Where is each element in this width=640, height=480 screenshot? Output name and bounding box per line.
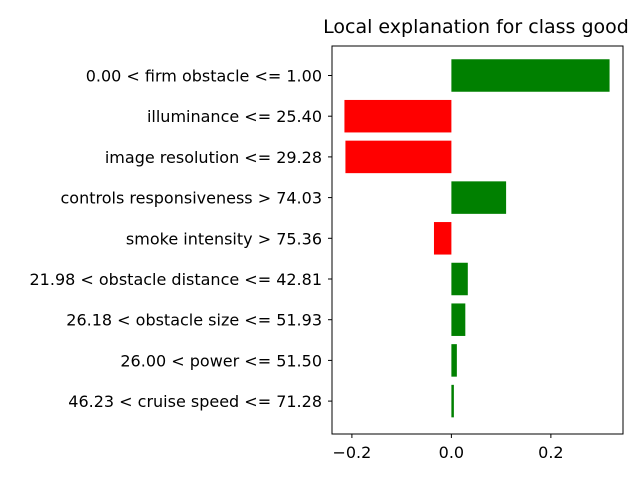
bar-5 <box>433 222 452 255</box>
y-tick-label: 21.98 < obstacle distance <= 42.81 <box>30 270 323 289</box>
bar-9 <box>451 384 454 418</box>
y-tick-label: 26.18 < obstacle size <= 51.93 <box>66 311 322 330</box>
y-tick-label: smoke intensity > 75.36 <box>126 229 322 248</box>
x-ticks: −0.2 0.0 0.2 <box>332 434 564 462</box>
bars-group <box>344 59 610 418</box>
chart-title: Local explanation for class good <box>323 16 629 38</box>
bar-4 <box>451 181 507 214</box>
bar-8 <box>451 344 457 377</box>
x-tick-label: 0.2 <box>538 443 563 462</box>
y-tick-labels: 0.00 < firm obstacle <= 1.00 illuminance … <box>30 67 332 411</box>
y-tick-label: 0.00 < firm obstacle <= 1.00 <box>86 67 322 86</box>
bar-6 <box>451 262 468 296</box>
y-tick-label: image resolution <= 29.28 <box>105 148 322 167</box>
x-tick-label: −0.2 <box>332 443 371 462</box>
plot-area-frame <box>331 45 624 435</box>
bar-7 <box>451 303 466 336</box>
bar-3 <box>345 140 452 174</box>
y-tick-label: illuminance <= 25.40 <box>147 107 322 126</box>
y-tick-label: 26.00 < power <= 51.50 <box>120 351 322 370</box>
bar-1 <box>451 59 610 92</box>
y-tick-label: 46.23 < cruise speed <= 71.28 <box>68 392 322 411</box>
x-tick-label: 0.0 <box>439 443 464 462</box>
y-tick-label: controls responsiveness > 74.03 <box>60 189 322 208</box>
bar-2 <box>344 99 452 133</box>
